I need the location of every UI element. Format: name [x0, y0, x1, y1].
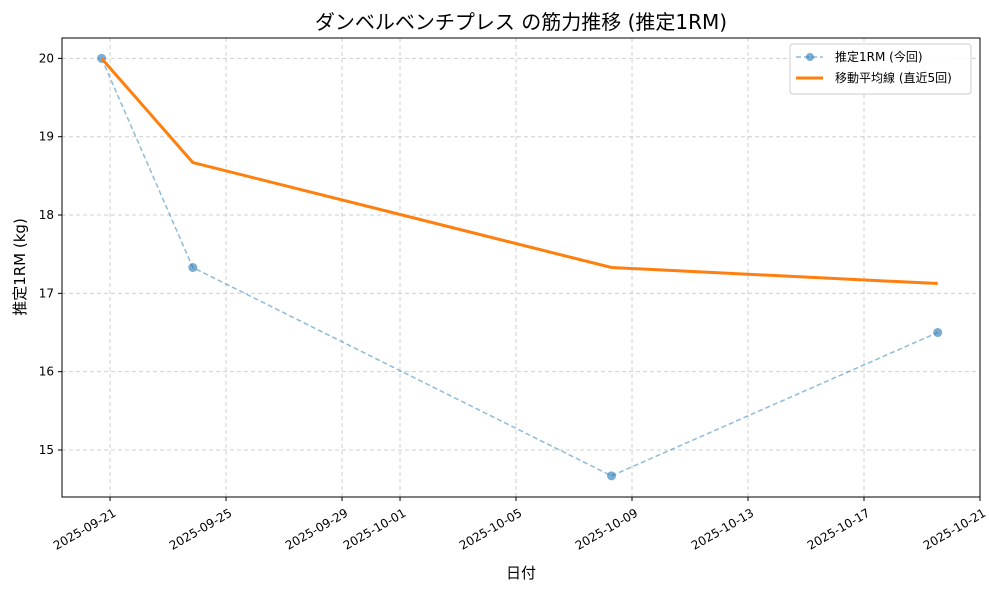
- legend: 推定1RM (今回) 移動平均線 (直近5回): [789, 43, 972, 95]
- x-tick-label: 2025-10-21: [921, 506, 988, 553]
- y-tick-label: 17: [39, 286, 54, 300]
- legend-box: [789, 43, 972, 95]
- data-point: [606, 471, 616, 481]
- x-tick-label: 2025-10-09: [573, 506, 640, 553]
- data-point: [188, 263, 198, 272]
- data-point: [933, 328, 943, 338]
- y-axis: 15 16 17 18 19 20: [39, 51, 62, 457]
- chart-title: ダンベルベンチプレス の筋力推移 (推定1RM): [315, 10, 727, 34]
- series-layer: [97, 53, 943, 481]
- x-axis: 2025-09-21 2025-09-25 2025-09-292025-10-01…: [51, 497, 988, 553]
- series-line-1: [100, 57, 938, 286]
- x-tick-label: 2025-10-13: [689, 506, 756, 553]
- x-axis-label: 日付: [506, 564, 536, 582]
- x-tick-label: 2025-10-17: [805, 506, 872, 553]
- legend-label-estimated: 推定1RM (今回): [835, 49, 923, 64]
- x-tick-label: 2025-10-01: [341, 506, 408, 553]
- plot-frame: [61, 37, 981, 498]
- x-tick-label: 2025-09-29: [283, 506, 350, 553]
- x-tick-label: 2025-10-05: [457, 506, 524, 553]
- y-tick-label: 16: [39, 365, 54, 379]
- grid: [62, 38, 981, 497]
- y-tick-label: 18: [39, 208, 54, 222]
- y-tick-label: 15: [39, 443, 54, 457]
- x-tick-label: 2025-09-25: [167, 506, 234, 553]
- y-tick-label: 20: [39, 51, 54, 65]
- legend-label-moving-average: 移動平均線 (直近5回): [835, 70, 952, 85]
- legend-marker-estimated: [806, 53, 814, 61]
- y-axis-label: 推定1RM (kg): [11, 218, 29, 316]
- series-line-0: [100, 58, 939, 477]
- x-tick-label: 2025-09-21: [51, 506, 118, 553]
- y-tick-label: 19: [39, 130, 54, 144]
